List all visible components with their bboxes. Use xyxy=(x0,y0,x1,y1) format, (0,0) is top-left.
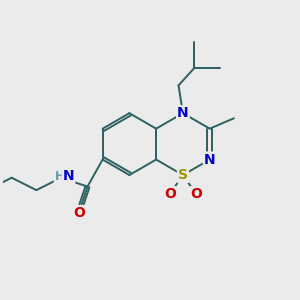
Text: N: N xyxy=(177,106,189,120)
Text: H: H xyxy=(55,170,64,183)
Text: O: O xyxy=(74,206,85,220)
Text: O: O xyxy=(164,187,176,201)
Text: S: S xyxy=(178,168,188,182)
Text: O: O xyxy=(190,187,202,201)
Text: N: N xyxy=(204,153,215,166)
Text: N: N xyxy=(63,169,74,183)
